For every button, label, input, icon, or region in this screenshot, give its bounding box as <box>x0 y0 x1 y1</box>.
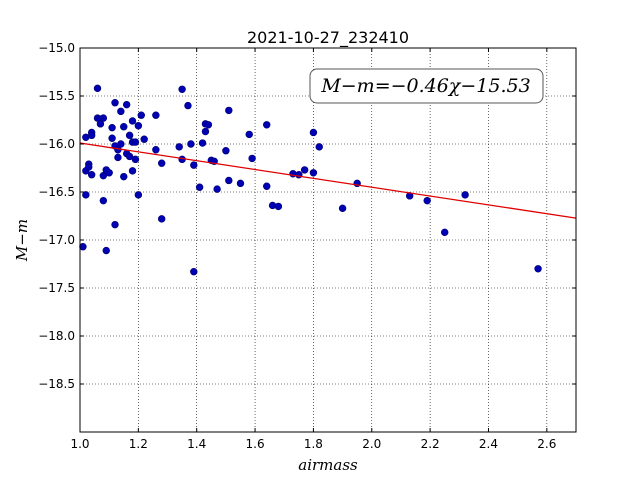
data-point <box>187 140 195 148</box>
y-tick-label: −15.5 <box>38 89 75 103</box>
data-point <box>111 99 119 107</box>
data-point <box>225 106 233 115</box>
data-point <box>157 159 166 167</box>
data-point <box>79 243 87 251</box>
data-point <box>236 179 245 188</box>
data-point <box>441 228 449 237</box>
y-axis-label: M−m <box>13 219 31 262</box>
data-point <box>225 176 233 185</box>
data-point <box>198 139 207 147</box>
data-point <box>128 167 137 175</box>
scatter-points <box>79 84 542 276</box>
data-point <box>122 100 131 109</box>
data-point <box>204 121 213 129</box>
data-point <box>99 114 108 122</box>
data-point <box>137 111 145 119</box>
data-point <box>157 215 166 223</box>
axis-ticks: 1.0 1.2 1.4 1.6 1.8 2.0 2.2 2.4 2.6 −15.0 −15.5 −16… <box>38 41 576 451</box>
data-point <box>125 152 134 161</box>
data-point <box>338 204 347 213</box>
data-point <box>263 121 271 129</box>
data-point <box>213 185 221 193</box>
data-point <box>87 131 96 140</box>
data-point <box>99 171 108 180</box>
x-tick-label: 1.0 <box>70 437 89 451</box>
data-point <box>82 191 90 199</box>
data-point <box>131 138 140 146</box>
data-point <box>108 123 116 132</box>
data-point <box>315 143 323 151</box>
chart-title: 2021-10-27_232410 <box>247 28 409 48</box>
data-point <box>117 107 125 116</box>
data-point <box>120 123 128 131</box>
data-point <box>184 101 192 110</box>
data-point <box>201 127 210 136</box>
data-point <box>120 172 128 181</box>
x-axis-label: airmass <box>298 456 358 474</box>
data-point <box>114 153 122 162</box>
y-tick-label: −17.0 <box>38 233 75 247</box>
data-point <box>309 169 318 177</box>
data-point <box>125 131 134 140</box>
data-point <box>263 182 271 190</box>
data-point <box>85 163 93 171</box>
data-point <box>245 130 253 139</box>
data-point <box>111 220 119 229</box>
data-point <box>87 171 96 179</box>
data-point <box>423 196 431 205</box>
data-point <box>190 267 198 276</box>
x-tick-label: 1.4 <box>187 437 206 451</box>
x-tick-label: 2.0 <box>362 437 381 451</box>
data-point <box>96 120 105 128</box>
fit-annotation-box <box>309 68 544 104</box>
data-point <box>117 140 125 148</box>
data-point <box>93 84 102 93</box>
data-point <box>175 143 183 151</box>
data-point <box>190 161 198 169</box>
y-tick-label: −17.5 <box>38 281 75 295</box>
data-point <box>309 128 318 137</box>
data-point <box>134 191 143 199</box>
y-tick-label: −18.5 <box>38 377 75 391</box>
data-point <box>102 246 110 255</box>
x-tick-label: 1.6 <box>246 437 265 451</box>
x-tick-label: 2.4 <box>479 437 498 451</box>
data-point <box>128 117 137 125</box>
data-point <box>140 135 148 143</box>
data-point <box>152 111 160 119</box>
x-tick-label: 1.2 <box>129 437 148 451</box>
data-point <box>105 169 113 177</box>
y-tick-label: −16.5 <box>38 185 75 199</box>
data-point <box>274 202 283 211</box>
fit-line <box>79 142 577 219</box>
y-tick-label: −18.0 <box>38 329 75 343</box>
data-point <box>131 155 140 164</box>
data-point <box>534 265 542 273</box>
fit-equation: M−m=−0.46χ−15.53 <box>320 75 530 97</box>
data-point <box>222 147 230 155</box>
data-point <box>152 146 160 154</box>
x-tick-label: 2.6 <box>537 437 556 451</box>
data-point <box>300 166 309 174</box>
fit-annotation: M−m=−0.46χ−15.53 <box>309 68 544 104</box>
data-point <box>178 85 186 93</box>
data-point <box>461 191 469 199</box>
fit-line-group <box>79 142 577 219</box>
x-tick-label: 2.2 <box>421 437 440 451</box>
data-point <box>248 154 256 163</box>
x-tick-label: 1.8 <box>304 437 323 451</box>
data-point <box>195 183 204 191</box>
data-point <box>99 196 108 205</box>
y-tick-label: −15.0 <box>38 41 75 55</box>
data-point <box>108 134 116 142</box>
y-tick-label: −16.0 <box>38 137 75 151</box>
data-point <box>134 122 143 130</box>
